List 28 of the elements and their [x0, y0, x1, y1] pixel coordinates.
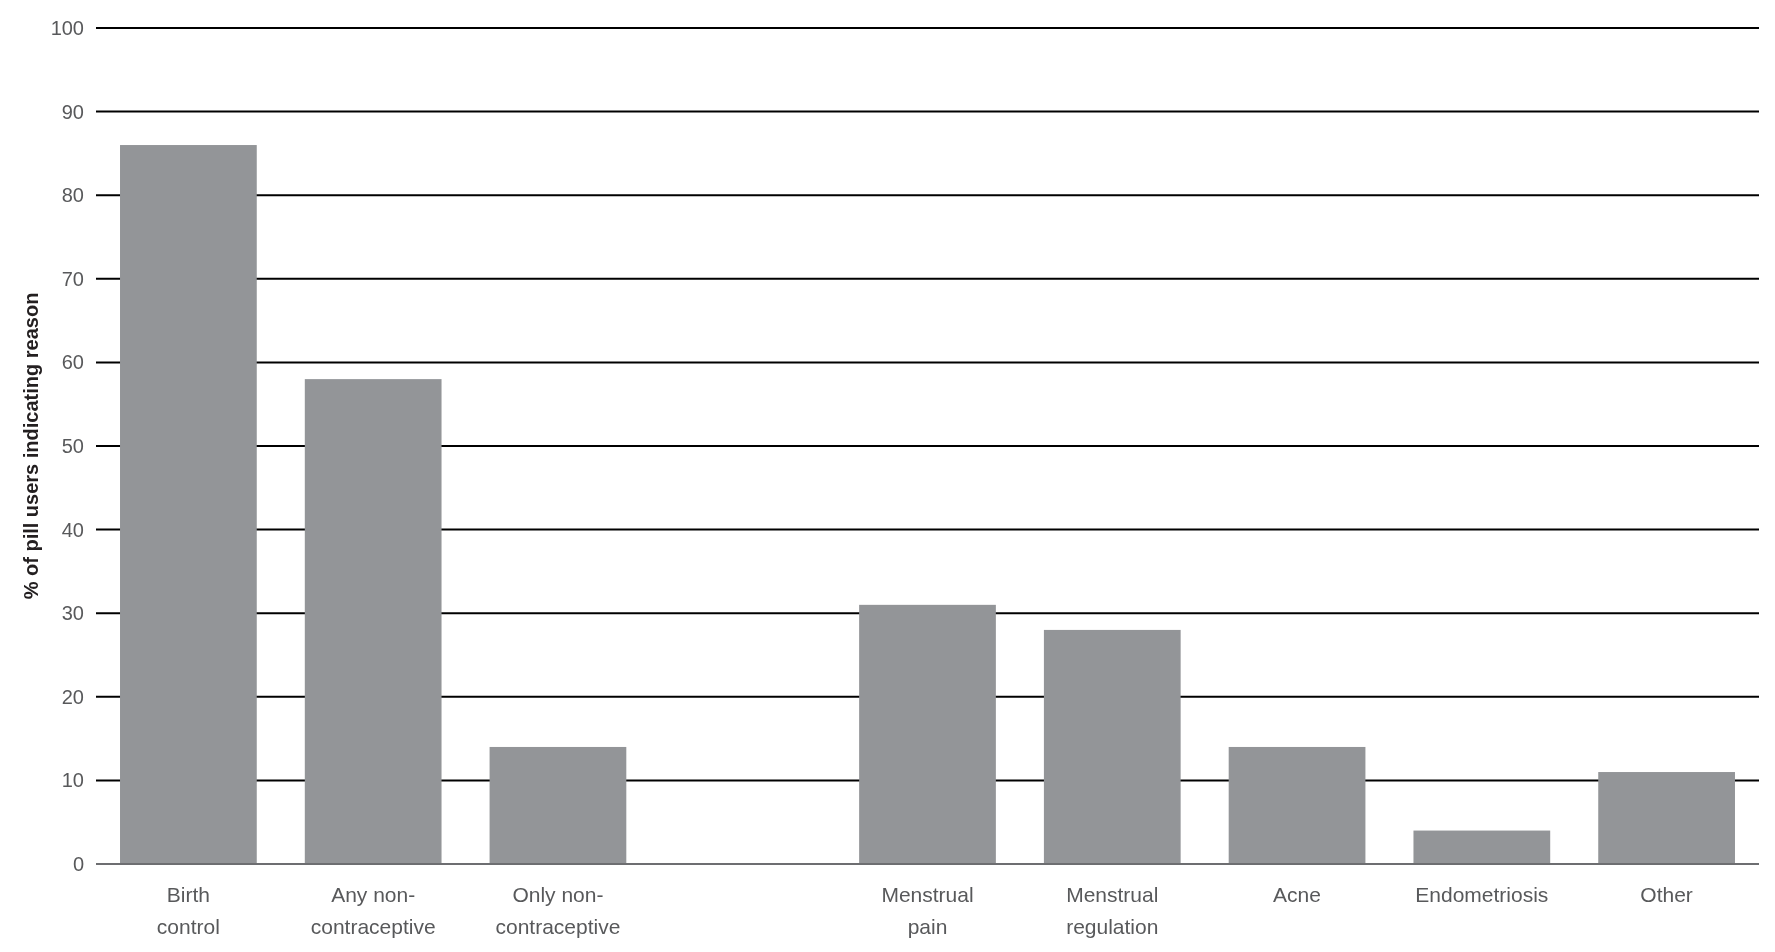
bar	[489, 746, 627, 864]
x-tick-label: Acne	[1273, 883, 1321, 906]
x-tick-label: Only non-contraceptive	[495, 883, 621, 938]
y-axis-title: % of pill users indicating reason	[20, 292, 42, 600]
bar	[1598, 772, 1735, 864]
x-tick-label: Menstrual regulation	[1066, 883, 1159, 938]
bar	[1413, 830, 1551, 864]
x-tick-label: Other	[1640, 883, 1693, 906]
y-tick-label: 10	[61, 769, 84, 792]
y-tick-label: 0	[72, 853, 84, 875]
y-tick-label: 100	[50, 17, 84, 39]
x-tick-label: Birth control	[156, 883, 220, 938]
y-tick-label: 50	[61, 435, 84, 457]
y-tick-label: 40	[61, 518, 84, 541]
y-tick-label: 60	[61, 351, 84, 374]
bar	[304, 379, 442, 864]
y-tick-label: 30	[61, 602, 84, 625]
bar	[859, 604, 996, 864]
y-tick-label: 90	[61, 100, 84, 123]
y-tick-label: 20	[61, 685, 84, 708]
x-tick-label: Any non-contraceptive	[310, 883, 436, 938]
bar	[1228, 746, 1366, 864]
x-tick-label: Endometriosis	[1415, 883, 1549, 906]
x-tick-label: Menstrual pain	[881, 883, 974, 938]
y-tick-label: 80	[61, 184, 84, 207]
y-tick-label: 70	[61, 267, 84, 290]
bar	[1043, 629, 1181, 864]
bar	[120, 145, 257, 864]
